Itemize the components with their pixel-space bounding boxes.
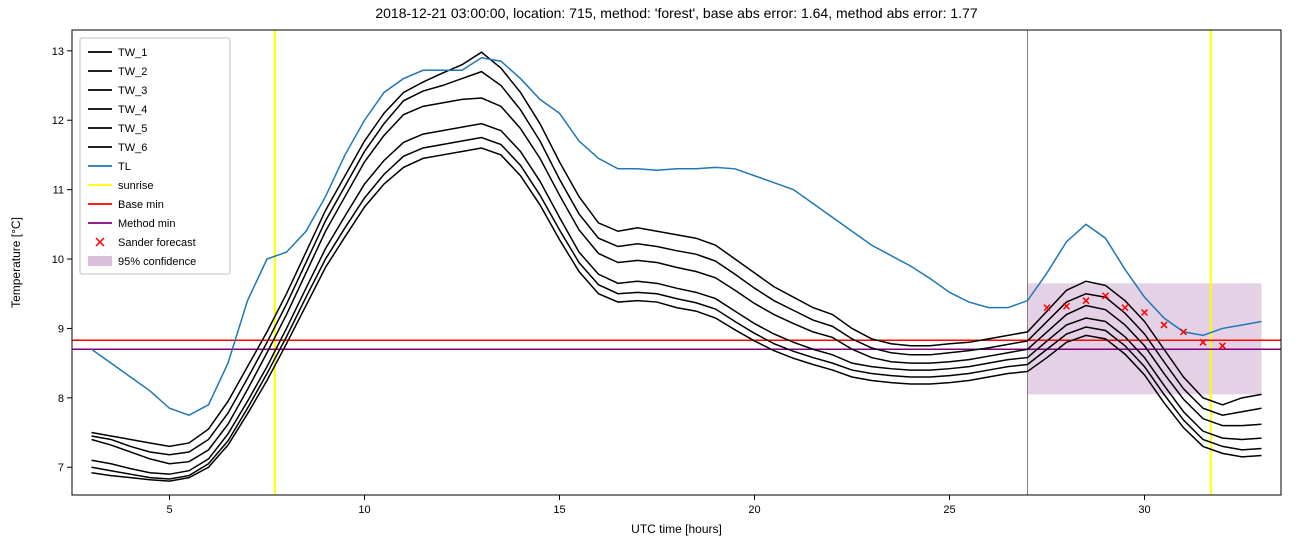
- legend-label-5: TW_6: [118, 142, 147, 154]
- legend-label-6: TL: [118, 161, 131, 173]
- y-tick-label: 12: [52, 115, 64, 127]
- x-tick-label: 25: [943, 504, 955, 516]
- legend-label-10: Sander forecast: [118, 237, 196, 249]
- y-tick-label: 7: [58, 462, 64, 474]
- y-axis-label: Temperature [°C]: [9, 217, 23, 308]
- chart-container: 5 10 15 20 25 30 7 8 9 10 11 12 13 UTC time [hours] Te…: [0, 0, 1311, 547]
- x-tick-label: 10: [358, 504, 370, 516]
- legend-label-4: TW_5: [118, 123, 147, 135]
- x-tick-label: 20: [748, 504, 760, 516]
- legend-label-8: Base min: [118, 199, 164, 211]
- y-tick-label: 13: [52, 46, 64, 58]
- x-tick-label: 30: [1138, 504, 1150, 516]
- plot-area: [72, 30, 1281, 495]
- y-tick-label: 8: [58, 393, 64, 405]
- x-tick-label: 5: [166, 504, 172, 516]
- y-tick-label: 11: [53, 185, 64, 197]
- legend-label-0: TW_1: [118, 47, 147, 59]
- legend-label-1: TW_2: [118, 66, 147, 78]
- legend: TW_1 TW_2 TW_3 TW_4 TW_5 TW_6 TL sunrise Base mi…: [80, 38, 230, 274]
- x-tick-label: 15: [553, 504, 565, 516]
- y-tick-label: 9: [58, 323, 64, 335]
- legend-label-7: sunrise: [118, 180, 153, 192]
- legend-label-3: TW_4: [118, 104, 147, 116]
- chart-title: 2018-12-21 03:00:00, location: 715, meth…: [375, 5, 977, 21]
- x-axis-label: UTC time [hours]: [631, 522, 722, 536]
- y-tick-label: 10: [52, 254, 64, 266]
- legend-label-9: Method min: [118, 218, 175, 230]
- legend-label-2: TW_3: [118, 85, 147, 97]
- confidence-band: [1028, 283, 1262, 394]
- temperature-chart: 5 10 15 20 25 30 7 8 9 10 11 12 13 UTC time [hours] Te…: [0, 0, 1311, 547]
- legend-label-11: 95% confidence: [118, 256, 196, 268]
